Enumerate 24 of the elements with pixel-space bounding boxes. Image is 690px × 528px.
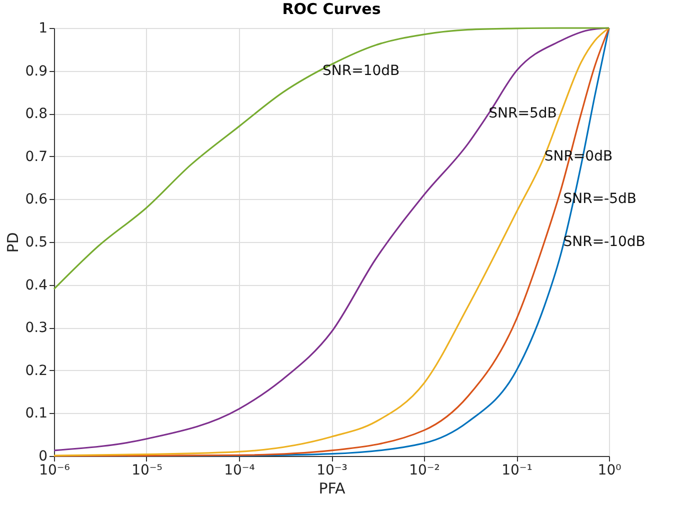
y-tick-label: 0.2 xyxy=(25,362,48,379)
y-tick-label: 0.7 xyxy=(25,148,48,165)
y-tick-label: 1 xyxy=(38,20,48,36)
y-axis-title: PD xyxy=(4,232,22,253)
annotation: SNR=10dB xyxy=(322,62,400,79)
x-tick-label: 10⁻⁴ xyxy=(224,462,256,478)
annotation: SNR=5dB xyxy=(488,106,557,122)
x-axis-title: PFA xyxy=(318,480,346,498)
x-tick-label: 10⁻³ xyxy=(316,462,348,478)
y-tick-label: 0.1 xyxy=(25,406,48,422)
annotation: SNR=-10dB xyxy=(563,234,646,250)
x-tick-label: 10⁰ xyxy=(598,462,622,478)
x-tick-label: 10⁻⁶ xyxy=(39,462,70,478)
y-tick-label: 0.6 xyxy=(25,192,48,208)
x-tick-label: 10⁻⁵ xyxy=(132,462,162,478)
y-tick-label: 0 xyxy=(38,448,48,464)
x-tick-label: 10⁻² xyxy=(409,462,440,478)
y-tick-label: 0.8 xyxy=(25,106,48,122)
y-tick-label: 0.3 xyxy=(25,320,48,336)
chart-title: ROC Curves xyxy=(282,0,381,18)
y-tick-label: 0.5 xyxy=(25,234,48,250)
y-tick-label: 0.9 xyxy=(25,63,48,80)
y-tick-label: 0.4 xyxy=(25,277,48,294)
x-tick-label: 10⁻¹ xyxy=(502,462,532,478)
